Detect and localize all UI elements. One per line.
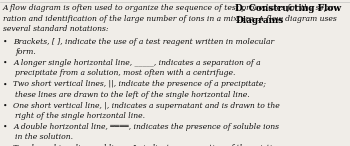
Text: A double horizontal line, ════, indicates the presence of soluble ions: A double horizontal line, ════, indicate…	[13, 123, 279, 131]
Text: form.: form.	[15, 48, 36, 56]
Text: several standard notations:: several standard notations:	[3, 25, 108, 33]
Text: One short vertical line, |, indicates a supernatant and is drawn to the: One short vertical line, |, indicates a …	[13, 102, 280, 110]
Text: Brackets, [ ], indicate the use of a test reagent written in molecular: Brackets, [ ], indicate the use of a tes…	[13, 38, 274, 46]
Text: precipitate from a solution, most often with a centrifuge.: precipitate from a solution, most often …	[15, 69, 236, 77]
Text: •: •	[3, 123, 7, 131]
Text: A longer single horizontal line, _____, indicates a separation of a: A longer single horizontal line, _____, …	[13, 59, 261, 67]
Text: •: •	[3, 80, 7, 88]
Text: right of the single horizontal line.: right of the single horizontal line.	[15, 112, 145, 120]
Text: in the solution.: in the solution.	[15, 133, 73, 141]
Text: D. Constructing Flow
Diagrams: D. Constructing Flow Diagrams	[235, 4, 341, 25]
Text: ration and identification of the large number of ions in a mixture. A flow diagr: ration and identification of the large n…	[3, 15, 337, 23]
Text: •: •	[3, 144, 7, 146]
Text: Two short vertical lines, ||, indicate the presence of a precipitate;: Two short vertical lines, ||, indicate t…	[13, 80, 266, 88]
Text: these lines are drawn to the left of the single horizontal line.: these lines are drawn to the left of the…	[15, 91, 250, 99]
Text: Two branching diagonal lines, ^, indicate a separation of the existing: Two branching diagonal lines, ^, indicat…	[13, 144, 282, 146]
Text: A flow diagram is often used to organize the sequence of test procedures for the: A flow diagram is often used to organize…	[3, 4, 337, 12]
Text: •: •	[3, 59, 7, 67]
Text: •: •	[3, 38, 7, 46]
Text: •: •	[3, 102, 7, 110]
